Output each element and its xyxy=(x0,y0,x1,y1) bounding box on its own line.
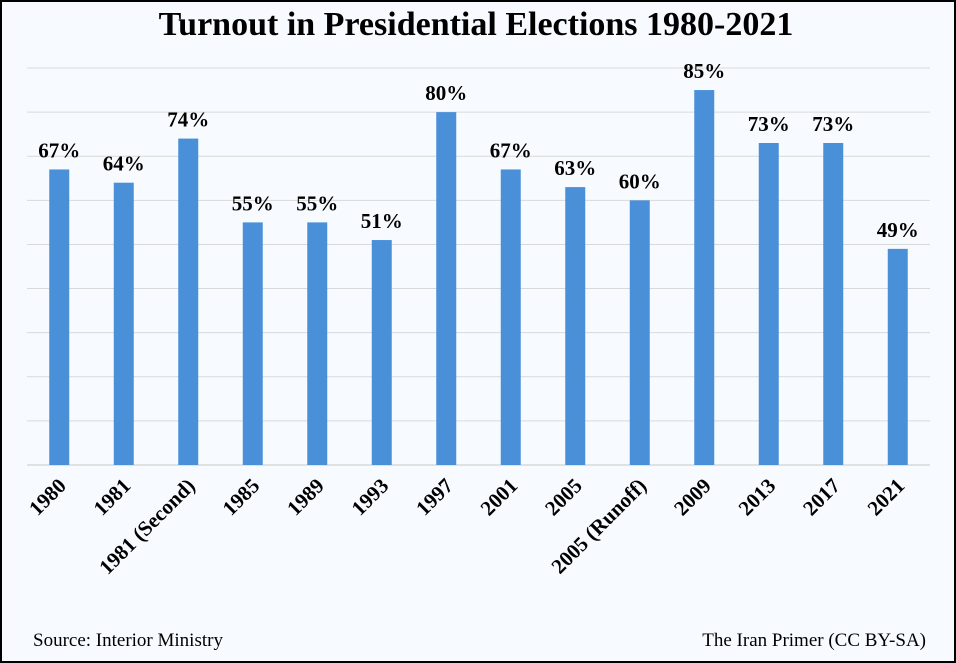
data-label: 55% xyxy=(232,191,274,215)
x-tick-label: 1989 xyxy=(282,474,329,521)
bar-2005-runoff xyxy=(629,200,650,466)
bar-1985 xyxy=(242,222,263,465)
bar-1980 xyxy=(49,169,70,465)
data-label: 60% xyxy=(619,169,661,193)
data-label: 49% xyxy=(877,218,919,242)
bar-2001 xyxy=(500,169,521,465)
data-label: 55% xyxy=(296,191,338,215)
data-label: 80% xyxy=(425,81,467,105)
bar-1997 xyxy=(436,112,457,465)
bar-2013 xyxy=(758,142,779,465)
data-label: 85% xyxy=(683,59,725,83)
bar-2005 xyxy=(565,187,586,465)
x-tick-label: 1981 xyxy=(89,474,136,521)
x-tick-label: 1980 xyxy=(24,474,71,521)
x-tick-label: 1997 xyxy=(411,474,458,521)
data-label: 67% xyxy=(490,138,532,162)
chart-title: Turnout in Presidential Elections 1980-2… xyxy=(158,6,794,43)
bar-1993 xyxy=(371,240,392,465)
x-tick-label: 2013 xyxy=(734,474,781,521)
x-tick-label: 2009 xyxy=(669,474,716,521)
bar-2017 xyxy=(823,142,844,465)
x-tick-label: 2021 xyxy=(863,474,910,521)
bar-2009 xyxy=(694,90,715,466)
data-label: 73% xyxy=(748,112,790,136)
data-label: 73% xyxy=(812,112,854,136)
bar-1989 xyxy=(307,222,328,465)
gridlines xyxy=(27,67,930,466)
data-label: 74% xyxy=(167,108,209,132)
data-labels: 67% 64% 74% 55% 55% 51% 80% 67% 63% 60% 85% 73% 73% 4… xyxy=(38,59,919,242)
x-tick-label: 2005 xyxy=(540,474,587,521)
x-tick-label: 1993 xyxy=(347,474,394,521)
x-tick-label: 1985 xyxy=(218,474,265,521)
bar-2021 xyxy=(887,248,908,465)
data-label: 67% xyxy=(38,138,80,162)
data-label: 63% xyxy=(554,156,596,180)
bar-1981-second xyxy=(178,138,199,466)
x-tick-label: 2017 xyxy=(798,474,845,521)
bar-1981 xyxy=(113,182,134,465)
credit-note: The Iran Primer (CC BY-SA) xyxy=(702,630,926,651)
source-note: Source: Interior Ministry xyxy=(33,630,223,651)
x-tick-label: 2001 xyxy=(476,474,523,521)
data-label: 64% xyxy=(103,152,145,176)
data-label: 51% xyxy=(361,209,403,233)
bars xyxy=(49,90,908,466)
